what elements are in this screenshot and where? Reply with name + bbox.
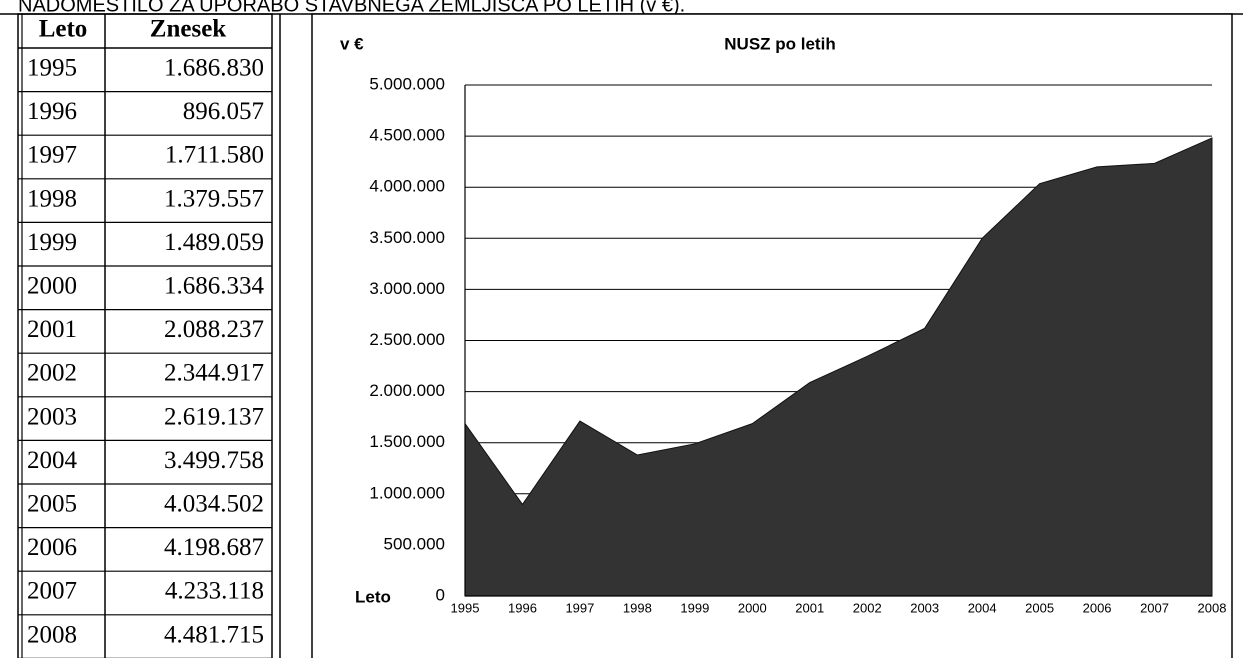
amount-cell: 2.619.137: [164, 403, 264, 430]
year-cell: 2000: [27, 273, 77, 300]
y-tick-label: 1.500.000: [369, 432, 445, 451]
year-cell: 1997: [27, 142, 77, 169]
amount-cell: 2.088.237: [164, 316, 264, 343]
amount-cell: 1.711.580: [165, 142, 264, 169]
x-tick-label: 2007: [1140, 600, 1169, 615]
x-tick-label: 1996: [508, 600, 537, 615]
year-cell: 2004: [27, 447, 78, 474]
year-cell: 2001: [27, 316, 77, 343]
area: [464, 137, 1213, 597]
y-axis-label: v €: [340, 34, 364, 53]
x-tick-label: 1998: [623, 600, 652, 615]
amount-cell: 4.481.715: [164, 621, 264, 648]
amount-cell: 4.233.118: [165, 578, 264, 605]
x-tick-label: 2008: [1198, 600, 1227, 615]
year-cell: 1996: [27, 98, 77, 125]
year-cell: 2003: [27, 403, 77, 430]
y-tick-label: 0: [436, 585, 445, 604]
x-tick-label: 2006: [1083, 600, 1112, 615]
x-tick-label: 1995: [451, 600, 480, 615]
amount-cell: 4.198.687: [164, 534, 264, 561]
amount-cell: 4.034.502: [164, 491, 264, 518]
year-cell: 2006: [27, 534, 77, 561]
x-axis-label: Leto: [355, 587, 391, 606]
y-tick-label: 2.000.000: [369, 381, 445, 400]
year-cell: 2007: [27, 578, 77, 605]
year-cell: 1999: [27, 229, 77, 256]
year-cell: 1995: [27, 55, 77, 82]
amount-cell: 1.489.059: [164, 229, 264, 256]
table: [17, 13, 281, 658]
x-tick-label: 2004: [968, 600, 997, 615]
x-tick-label: 1997: [565, 600, 594, 615]
y-tick-label: 3.000.000: [369, 279, 445, 298]
chart-title: NUSZ po letih: [724, 34, 835, 53]
amount-cell: 896.057: [183, 98, 264, 125]
header-cell: Znesek: [150, 16, 227, 43]
y-tick-label: 1.000.000: [369, 483, 445, 502]
heading: NADOMESTILO ZA UPORABO STAVBNEGA ZEMLJIŠ…: [18, 0, 685, 16]
y-tick-label: 500.000: [384, 534, 445, 553]
x-tick-label: 2002: [853, 600, 882, 615]
amount-cell: 1.686.334: [164, 273, 265, 300]
x-tick-label: 2005: [1025, 600, 1054, 615]
y-tick-label: 2.500.000: [369, 330, 445, 349]
x-tick-label: 2001: [795, 600, 824, 615]
y-tick-label: 4.500.000: [369, 126, 445, 145]
y-tick-label: 4.000.000: [369, 177, 445, 196]
x-tick-label: 2000: [738, 600, 767, 615]
y-tick-label: 3.500.000: [369, 228, 445, 247]
amount-cell: 1.686.830: [164, 55, 264, 82]
header-cell: Leto: [39, 16, 88, 43]
year-cell: 2002: [27, 360, 77, 387]
table-border: [17, 13, 273, 658]
year-cell: 2005: [27, 491, 77, 518]
x-tick-label: 1999: [680, 600, 709, 615]
year-cell: 1998: [27, 185, 77, 212]
year-cell: 2008: [27, 621, 77, 648]
x-tick-label: 2003: [910, 600, 939, 615]
amount-cell: 1.379.557: [164, 185, 264, 212]
amount-cell: 2.344.917: [164, 360, 264, 387]
amount-cell: 3.499.758: [164, 447, 264, 474]
y-tick-label: 5.000.000: [369, 74, 445, 93]
